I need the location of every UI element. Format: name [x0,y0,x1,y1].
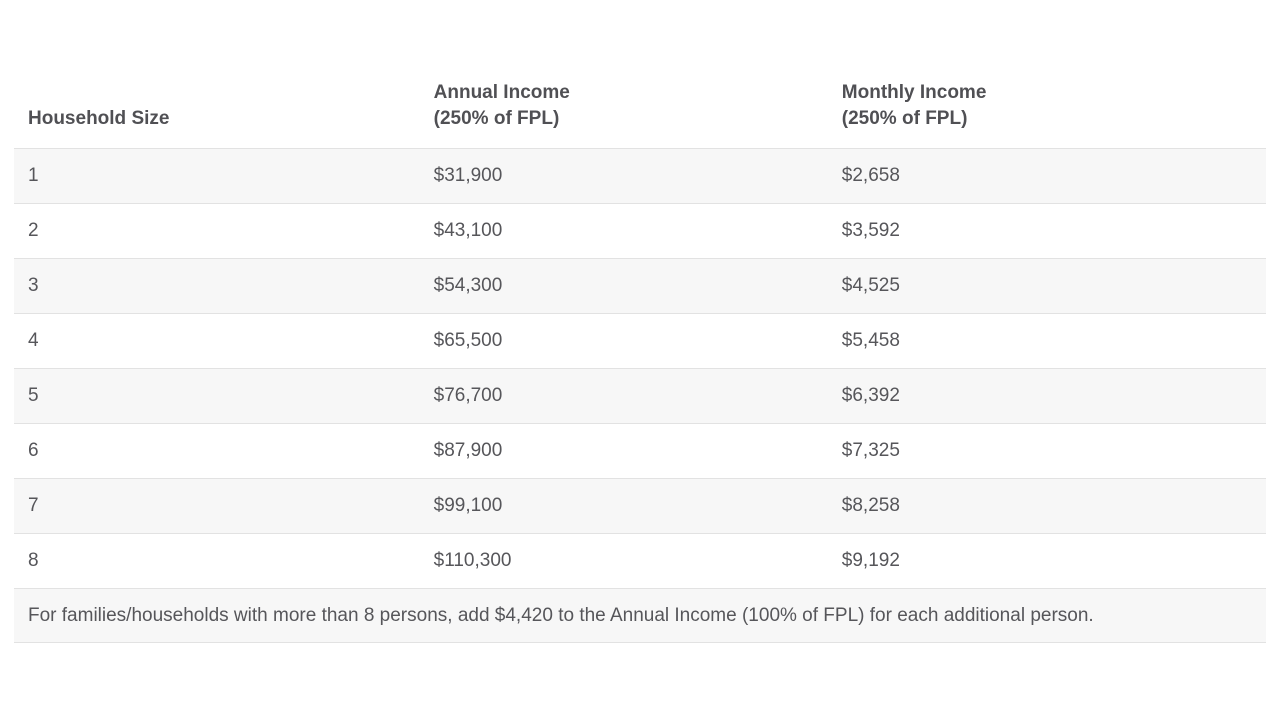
table-row: 4 $65,500 $5,458 [14,313,1266,369]
household-size-cell: 8 [14,533,420,589]
household-size-cell: 5 [14,368,420,424]
col-header-label: Monthly Income [841,82,987,103]
col-header-sublabel: (250% of FPL) [841,108,968,129]
annual-income-cell: $54,300 [419,258,828,314]
table-row: 2 $43,100 $3,592 [14,203,1266,259]
footnote-row: For families/households with more than 8… [14,588,1266,643]
monthly-income-cell: $9,192 [827,533,1266,589]
household-size-cell: 7 [14,478,420,534]
table-row: 8 $110,300 $9,192 [14,533,1266,589]
monthly-income-cell: $3,592 [827,203,1266,259]
monthly-income-cell: $7,325 [827,423,1266,479]
annual-income-cell: $99,100 [419,478,828,534]
table-row: 6 $87,900 $7,325 [14,423,1266,479]
monthly-income-cell: $5,458 [827,313,1266,369]
footnote-cell: For families/households with more than 8… [14,588,1266,643]
col-header-monthly-income: Monthly Income (250% of FPL) [827,60,1266,149]
table-row: 1 $31,900 $2,658 [14,148,1266,204]
monthly-income-cell: $4,525 [827,258,1266,314]
household-size-cell: 3 [14,258,420,314]
table-row: 5 $76,700 $6,392 [14,368,1266,424]
annual-income-cell: $76,700 [419,368,828,424]
household-size-cell: 1 [28,165,39,186]
table-row: 7 $99,100 $8,258 [14,478,1266,534]
household-size-cell: 6 [14,423,420,479]
col-header-label: Household Size [28,108,170,129]
annual-income-cell: $43,100 [419,203,828,259]
annual-income-cell: $31,900 [433,165,503,186]
header-row: Household Size Annual Income (250% of FP… [14,60,1266,149]
table-header: Household Size Annual Income (250% of FP… [14,60,1266,149]
household-size-cell: 2 [14,203,420,259]
col-header-label: Annual Income [433,82,570,103]
monthly-income-cell: $6,392 [827,368,1266,424]
col-header-household-size: Household Size [14,60,420,149]
monthly-income-cell: $2,658 [841,165,900,186]
monthly-income-cell: $8,258 [827,478,1266,534]
table-row: 3 $54,300 $4,525 [14,258,1266,314]
col-header-sublabel: (250% of FPL) [433,108,560,129]
table-body: 1 $31,900 $2,658 2 $43,100 $3,592 3 $54,… [14,148,1266,643]
fpl-income-table: Household Size Annual Income (250% of FP… [14,60,1266,643]
col-header-annual-income: Annual Income (250% of FPL) [419,60,828,149]
annual-income-cell: $87,900 [419,423,828,479]
annual-income-cell: $65,500 [419,313,828,369]
household-size-cell: 4 [14,313,420,369]
annual-income-cell: $110,300 [419,533,828,589]
